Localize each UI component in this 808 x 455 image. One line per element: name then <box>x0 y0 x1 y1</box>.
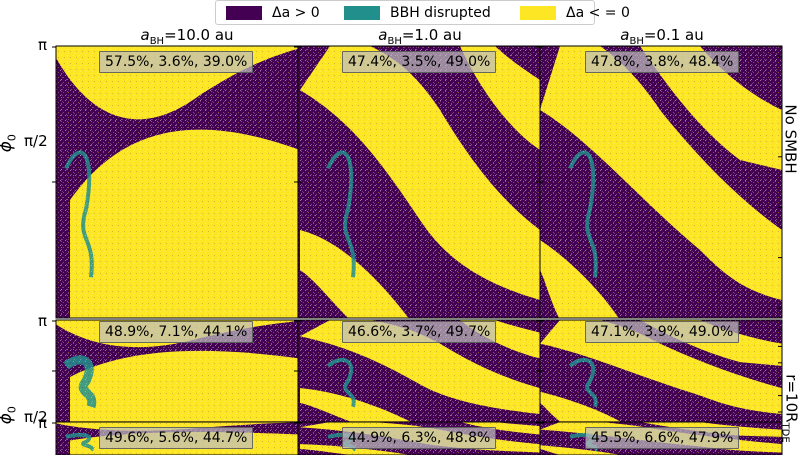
legend-swatch-increase <box>226 6 262 20</box>
legend: Δa > 0 BBH disrupted Δa < = 0 <box>215 0 630 25</box>
legend-item-decrease: Δa < = 0 <box>520 4 630 22</box>
speckle-texture <box>540 46 782 318</box>
panel-annotation-r3c3: 45.5%, 6.6%, 47.9% <box>585 427 740 449</box>
speckle-texture <box>298 46 540 318</box>
legend-item-increase: Δa > 0 <box>226 4 320 22</box>
legend-label-decrease: Δa < = 0 <box>566 5 630 21</box>
y-tick-pi-row3: π <box>38 414 48 432</box>
legend-swatch-disrupted <box>344 6 380 20</box>
legend-label-increase: Δa > 0 <box>272 5 320 21</box>
legend-swatch-decrease <box>520 6 556 20</box>
y-tick-pi-row2: π <box>38 312 48 330</box>
panel-annotation-r2c3: 47.1%, 3.9%, 49.0% <box>585 321 740 343</box>
panel-frame <box>539 421 783 455</box>
panel-r1c2 <box>298 46 540 318</box>
y-axis-label-row2: ϕ0 <box>0 406 19 424</box>
row-label-no-smbh: No SMBH <box>781 104 800 174</box>
panel-annotation-r1c1: 57.5%, 3.6%, 39.0% <box>99 51 254 73</box>
y-tick-halfpi-row2: π/2 <box>24 408 48 426</box>
y-axis-label-row1: ϕ0 <box>0 134 19 152</box>
column-title-1: aBH=10.0 au <box>140 26 234 47</box>
column-title-3: aBH=0.1 au <box>620 26 704 47</box>
row-label-tde: r=10RTDE <box>779 374 801 443</box>
legend-item-disrupted: BBH disrupted <box>344 4 491 22</box>
panel-r1c1 <box>56 46 298 318</box>
panel-annotation-r1c3: 47.8%, 3.8%, 48.4% <box>585 51 740 73</box>
panel-annotation-r2c1: 48.9%, 7.1%, 44.1% <box>99 321 254 343</box>
legend-label-disrupted: BBH disrupted <box>390 5 491 21</box>
y-tick-pi-row1: π <box>38 36 48 54</box>
column-title-2: aBH=1.0 au <box>378 26 462 47</box>
y-tick-halfpi-row1: π/2 <box>24 132 48 150</box>
panel-r1c3 <box>540 46 782 318</box>
panel-annotation-r2c2: 46.6%, 3.7%, 49.7% <box>342 321 497 343</box>
panel-r2c3 <box>540 320 782 422</box>
speckle-texture <box>56 46 298 318</box>
panel-annotation-r3c1: 49.6%, 5.6%, 44.7% <box>99 427 254 449</box>
panel-annotation-r1c2: 47.4%, 3.5%, 49.0% <box>342 51 497 73</box>
panel-annotation-r3c2: 44.9%, 6.3%, 48.8% <box>342 427 497 449</box>
